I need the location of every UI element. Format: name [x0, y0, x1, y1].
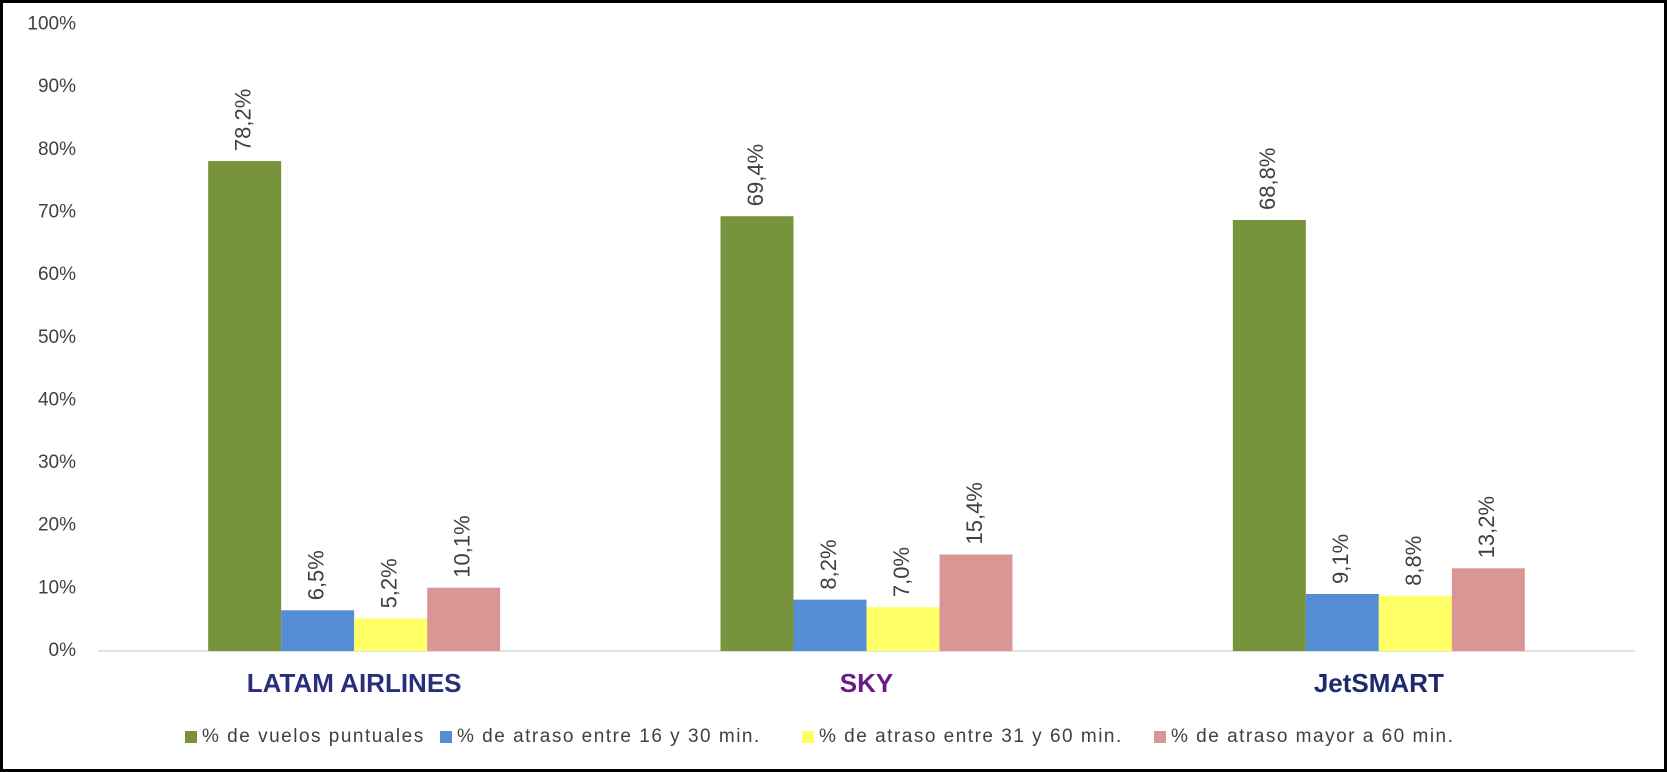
legend-swatch [440, 731, 452, 743]
x-tick-label: SKY [840, 668, 893, 698]
bar [720, 216, 794, 652]
bar [1305, 593, 1379, 651]
data-label: 78,2% [230, 89, 255, 151]
data-label: 69,4% [743, 144, 768, 206]
y-tick-label: 80% [38, 139, 76, 160]
y-tick-label: 90% [38, 76, 76, 97]
data-label: 5,2% [376, 558, 401, 608]
legend-label: % de atraso mayor a 60 min. [1171, 726, 1454, 747]
data-label: 7,0% [889, 547, 914, 597]
bar [208, 161, 282, 651]
bar [866, 607, 940, 651]
bar [1232, 219, 1306, 651]
y-tick-label: 70% [38, 201, 76, 222]
y-tick-label: 0% [49, 640, 77, 661]
data-label: 8,2% [816, 539, 841, 589]
x-tick-label: LATAM AIRLINES [247, 668, 462, 698]
y-tick-label: 100% [27, 14, 76, 35]
data-label: 15,4% [962, 482, 987, 544]
y-tick-label: 50% [38, 327, 76, 348]
bar [281, 610, 355, 651]
bar [1451, 568, 1525, 651]
bar [1378, 595, 1452, 651]
data-label: 68,8% [1255, 148, 1280, 210]
x-tick-label: JetSMART [1314, 668, 1444, 698]
y-tick-label: 60% [38, 264, 76, 285]
legend-label: % de atraso entre 16 y 30 min. [457, 726, 761, 747]
y-tick-label: 20% [38, 515, 76, 536]
legend-swatch [1154, 731, 1166, 743]
y-tick-label: 10% [38, 577, 76, 598]
bar [793, 599, 867, 651]
data-label: 6,5% [303, 550, 328, 600]
bar [354, 618, 428, 651]
legend-swatch [185, 731, 197, 743]
data-label: 10,1% [449, 515, 474, 577]
y-tick-label: 40% [38, 389, 76, 410]
bar [939, 554, 1013, 651]
legend-label: % de atraso entre 31 y 60 min. [819, 726, 1123, 747]
data-label: 9,1% [1328, 534, 1353, 584]
data-label: 13,2% [1474, 496, 1499, 558]
legend-swatch [802, 731, 814, 743]
y-tick-label: 30% [38, 452, 76, 473]
legend-label: % de vuelos puntuales [202, 726, 425, 747]
data-label: 8,8% [1401, 536, 1426, 586]
bar [427, 587, 501, 651]
